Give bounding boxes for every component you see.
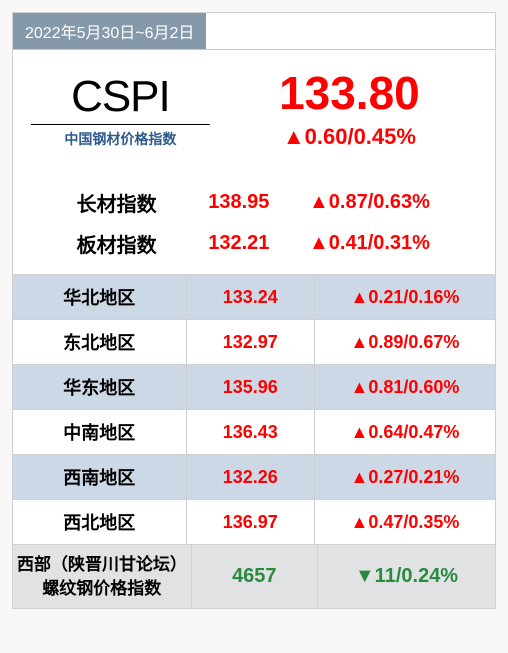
cspi-logo-text: CSPI <box>25 72 216 122</box>
region-value: 136.97 <box>187 500 316 544</box>
sub-index-row: 板材指数 132.21 ▲0.41/0.31% <box>25 223 483 264</box>
region-label: 华东地区 <box>13 365 187 409</box>
main-index-value: 133.80 <box>216 70 483 116</box>
footer-label-line2: 螺纹钢价格指数 <box>42 577 161 601</box>
region-change: ▲0.27/0.21% <box>315 455 495 499</box>
region-label: 东北地区 <box>13 320 187 364</box>
region-change: ▲0.81/0.60% <box>315 365 495 409</box>
sub-index-value: 132.21 <box>208 232 309 255</box>
sub-index-label: 长材指数 <box>25 188 208 217</box>
region-row: 中南地区 136.43 ▲0.64/0.47% <box>13 409 495 454</box>
sub-index-row: 长材指数 138.95 ▲0.87/0.63% <box>25 182 483 223</box>
region-change: ▲0.89/0.67% <box>315 320 495 364</box>
region-value: 132.26 <box>187 455 316 499</box>
region-label: 西南地区 <box>13 455 187 499</box>
header-section: CSPI 中国钢材价格指数 133.80 ▲0.60/0.45% <box>13 50 495 168</box>
logo-area: CSPI 中国钢材价格指数 <box>25 72 216 149</box>
footer-change: ▼11/0.24% <box>318 545 495 608</box>
region-value: 133.24 <box>187 275 316 319</box>
region-row: 华东地区 135.96 ▲0.81/0.60% <box>13 364 495 409</box>
region-table: 华北地区 133.24 ▲0.21/0.16% 东北地区 132.97 ▲0.8… <box>13 274 495 608</box>
region-value: 136.43 <box>187 410 316 454</box>
cspi-card: 2022年5月30日~6月2日 CSPI 中国钢材价格指数 133.80 ▲0.… <box>12 12 496 609</box>
region-change: ▲0.47/0.35% <box>315 500 495 544</box>
region-change: ▲0.64/0.47% <box>315 410 495 454</box>
date-row: 2022年5月30日~6月2日 <box>13 13 495 50</box>
sub-index-change: ▲0.87/0.63% <box>309 191 483 214</box>
region-label: 华北地区 <box>13 275 187 319</box>
main-index-change: ▲0.60/0.45% <box>216 124 483 150</box>
region-row: 西南地区 132.26 ▲0.27/0.21% <box>13 454 495 499</box>
region-value: 132.97 <box>187 320 316 364</box>
logo-subtitle: 中国钢材价格指数 <box>25 129 216 149</box>
footer-value: 4657 <box>192 545 318 608</box>
region-value: 135.96 <box>187 365 316 409</box>
sub-index-change: ▲0.41/0.31% <box>309 232 483 255</box>
region-label: 中南地区 <box>13 410 187 454</box>
footer-row: 西部（陕晋川甘论坛） 螺纹钢价格指数 4657 ▼11/0.24% <box>13 544 495 608</box>
region-row: 西北地区 136.97 ▲0.47/0.35% <box>13 499 495 544</box>
logo-underline <box>31 124 210 125</box>
footer-label: 西部（陕晋川甘论坛） 螺纹钢价格指数 <box>13 545 192 608</box>
main-value-area: 133.80 ▲0.60/0.45% <box>216 70 483 150</box>
footer-label-line1: 西部（陕晋川甘论坛） <box>17 553 187 577</box>
region-row: 华北地区 133.24 ▲0.21/0.16% <box>13 274 495 319</box>
region-change: ▲0.21/0.16% <box>315 275 495 319</box>
region-row: 东北地区 132.97 ▲0.89/0.67% <box>13 319 495 364</box>
sub-index-value: 138.95 <box>208 191 309 214</box>
sub-indices: 长材指数 138.95 ▲0.87/0.63% 板材指数 132.21 ▲0.4… <box>13 168 495 274</box>
sub-index-label: 板材指数 <box>25 229 208 258</box>
date-range: 2022年5月30日~6月2日 <box>13 13 206 49</box>
region-label: 西北地区 <box>13 500 187 544</box>
